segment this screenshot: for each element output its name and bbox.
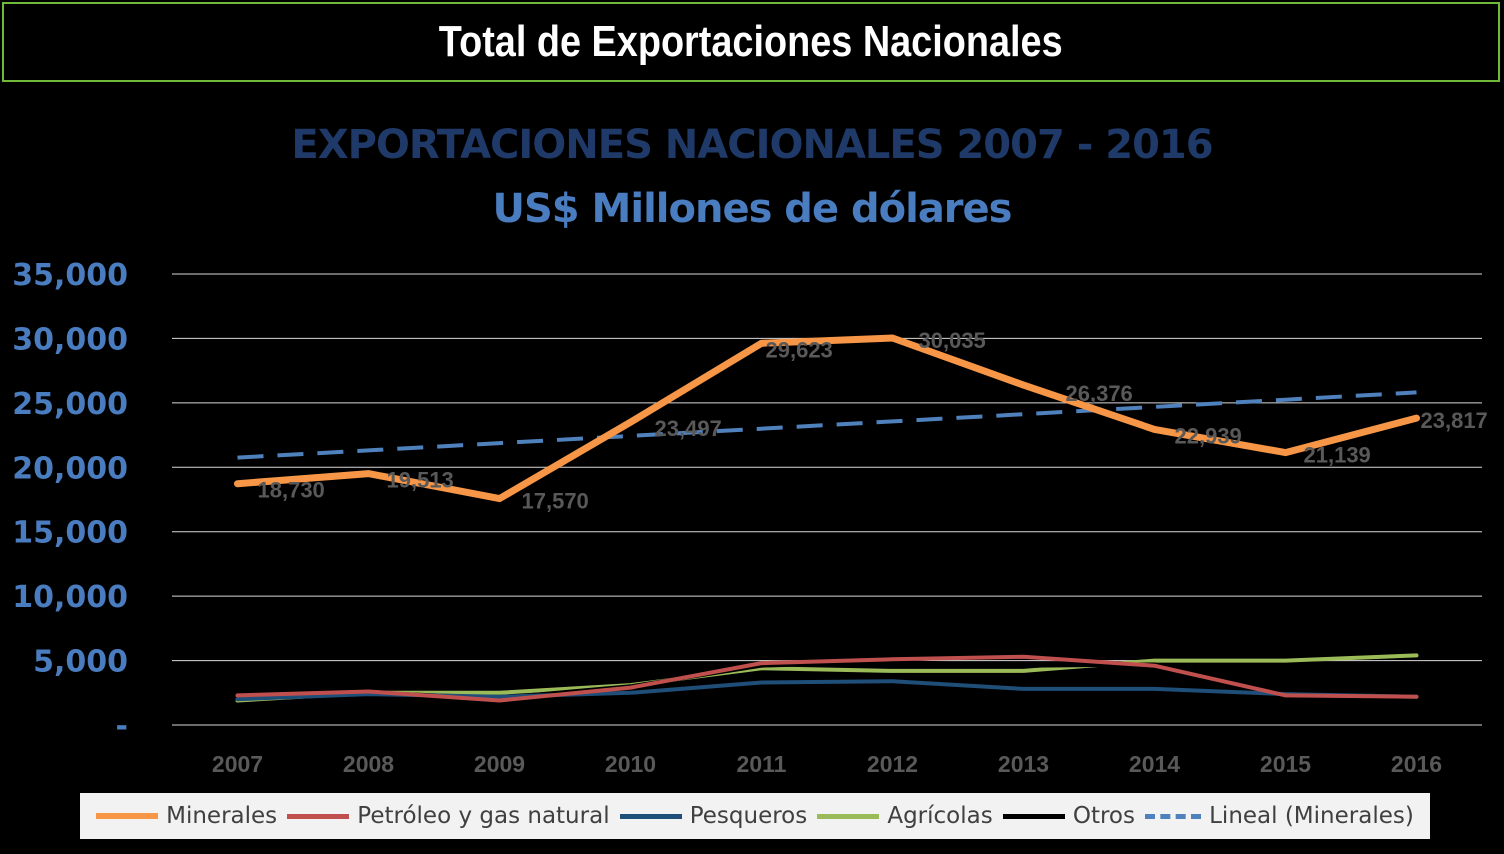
legend-label: Pesqueros bbox=[689, 803, 808, 829]
x-tick-label: 2012 bbox=[867, 751, 918, 777]
data-label: 18,730 bbox=[258, 478, 325, 503]
chart-title: EXPORTACIONES NACIONALES 2007 - 2016 bbox=[291, 122, 1213, 168]
y-tick-label: 30,000 bbox=[12, 322, 128, 357]
legend-swatch-petroleo bbox=[287, 813, 350, 819]
y-tick-label: 35,000 bbox=[12, 258, 128, 293]
data-label: 23,817 bbox=[1421, 408, 1488, 433]
legend-label: Agrícolas bbox=[887, 803, 993, 829]
data-label: 17,570 bbox=[522, 489, 589, 514]
series-line-petroleo bbox=[235, 654, 1419, 703]
data-label: 30,035 bbox=[919, 328, 986, 353]
legend-item-lineal: Lineal (Minerales) bbox=[1145, 803, 1414, 829]
x-tick-label: 2016 bbox=[1391, 751, 1442, 777]
y-axis-tick-labels: - 5,000 10,000 15,000 20,000 25,000 30,000 35,0… bbox=[12, 258, 128, 744]
banner: Total de Exportaciones Nacionales bbox=[2, 2, 1500, 82]
y-tick-label: 15,000 bbox=[12, 516, 128, 551]
x-tick-label: 2015 bbox=[1260, 751, 1311, 777]
data-labels: 18,730 19,513 17,570 23,497 29,623 30,035 26,3… bbox=[258, 328, 1488, 514]
series-line-agricolas bbox=[235, 653, 1419, 703]
legend: Minerales Petróleo y gas natural Pesqueros… bbox=[80, 793, 1430, 839]
y-tick-label: 20,000 bbox=[12, 451, 128, 486]
legend-label: Petróleo y gas natural bbox=[357, 803, 610, 829]
legend-item-minerales: Minerales bbox=[96, 803, 277, 829]
legend-item-pesqueros: Pesqueros bbox=[619, 803, 808, 829]
x-axis-tick-labels: 2007 2008 2009 2010 2011 2012 2013 2014 2015 2016 bbox=[212, 751, 1442, 777]
x-tick-label: 2008 bbox=[343, 751, 394, 777]
legend-swatch-minerales bbox=[96, 813, 159, 819]
legend-item-otros: Otros bbox=[1002, 803, 1135, 829]
legend-swatch-otros bbox=[1002, 813, 1065, 819]
x-tick-label: 2011 bbox=[737, 751, 787, 777]
series-line-lineal bbox=[237, 390, 1417, 460]
data-label: 26,376 bbox=[1066, 381, 1133, 406]
x-tick-label: 2013 bbox=[998, 751, 1049, 777]
data-label: 29,623 bbox=[766, 337, 833, 362]
legend-label: Otros bbox=[1072, 803, 1135, 829]
x-tick-label: 2009 bbox=[474, 751, 525, 777]
data-label: 23,497 bbox=[655, 416, 722, 441]
legend-label: Minerales bbox=[166, 803, 278, 829]
x-tick-label: 2014 bbox=[1129, 751, 1180, 777]
legend-item-petroleo: Petróleo y gas natural bbox=[287, 803, 610, 829]
legend-swatch-lineal bbox=[1145, 813, 1202, 819]
y-tick-label: - bbox=[116, 709, 128, 744]
data-label: 21,139 bbox=[1304, 443, 1371, 468]
data-label: 22,939 bbox=[1175, 423, 1242, 448]
legend-swatch-pesqueros bbox=[619, 813, 682, 819]
series-line-minerales bbox=[234, 334, 1420, 503]
data-label: 19,513 bbox=[387, 468, 454, 493]
y-tick-label: 5,000 bbox=[33, 645, 128, 680]
series-lines bbox=[234, 334, 1420, 703]
chart-plot-area: - 5,000 10,000 15,000 20,000 25,000 30,000 35,0… bbox=[12, 258, 1488, 777]
legend-label: Lineal (Minerales) bbox=[1209, 803, 1414, 829]
x-tick-label: 2010 bbox=[605, 751, 656, 777]
banner-title: Total de Exportaciones Nacionales bbox=[439, 17, 1063, 66]
legend-item-agricolas: Agrícolas bbox=[817, 803, 993, 829]
x-tick-label: 2007 bbox=[212, 751, 263, 777]
legend-swatch-agricolas bbox=[817, 813, 880, 819]
y-tick-label: 10,000 bbox=[12, 580, 128, 615]
chart-subtitle: US$ Millones de dólares bbox=[492, 186, 1013, 232]
y-tick-label: 25,000 bbox=[12, 387, 128, 422]
